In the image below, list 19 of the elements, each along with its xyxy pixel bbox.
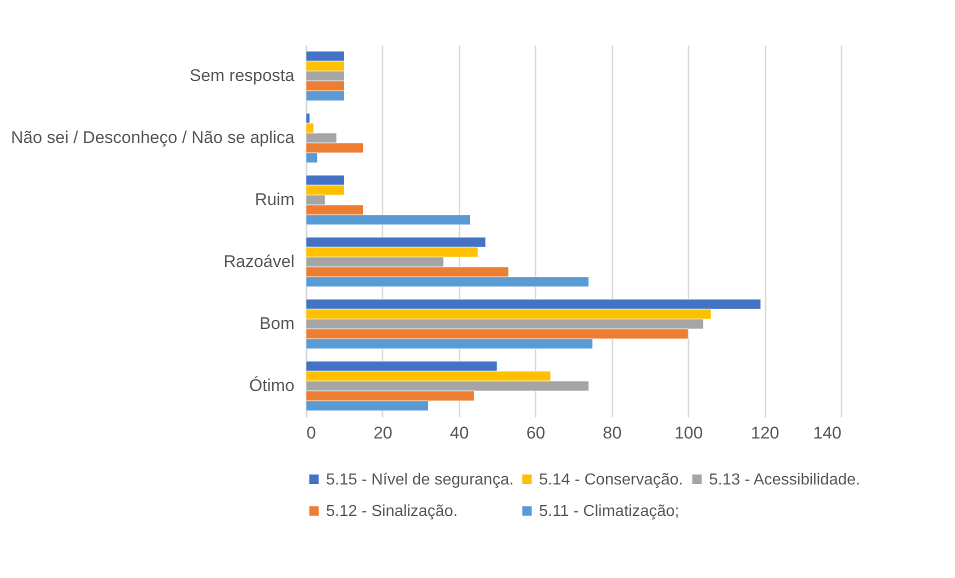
legend-label: 5.13 - Acessibilidade. [709, 471, 860, 488]
y-tick-label: Ótimo [249, 376, 294, 395]
x-tick-label: 80 [602, 424, 622, 442]
y-tick-label: Bom [260, 314, 294, 333]
y-tick-label: Ruim [254, 190, 294, 209]
legend-label: 5.11 - Climatização; [539, 503, 680, 520]
x-tick-label: 60 [526, 424, 546, 442]
y-tick-label: Não sei / Desconheço / Não se aplica [11, 128, 296, 147]
legend-label: 5.15 - Nível de segurança. [326, 471, 514, 488]
x-tick-label: 140 [813, 424, 842, 442]
x-tick-label: 0 [306, 424, 316, 442]
x-tick-label: 100 [674, 424, 703, 442]
x-tick-label: 20 [373, 424, 392, 442]
x-tick-label: 120 [750, 424, 780, 442]
legend-label: 5.14 - Conservação. [539, 471, 684, 488]
legend-label: 5.12 - Sinalização. [326, 503, 458, 520]
y-tick-label: Razoável [224, 252, 294, 271]
x-tick-label: 40 [450, 424, 469, 442]
y-tick-label: Sem resposta [190, 66, 296, 85]
